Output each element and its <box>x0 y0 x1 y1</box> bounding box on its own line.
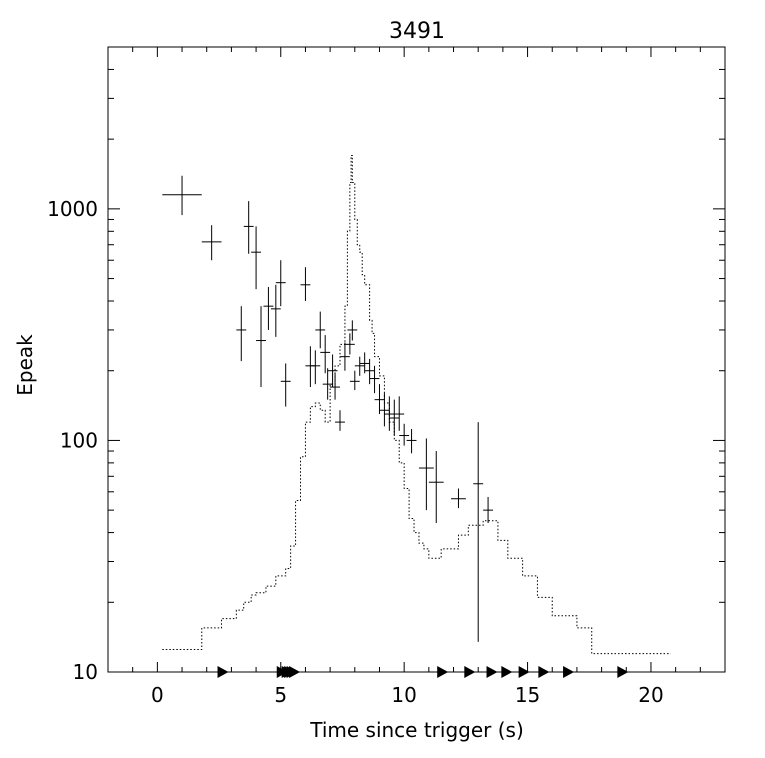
y-axis-ticks: 10 100 1000 <box>47 197 725 684</box>
x-tick-label: 5 <box>274 683 287 707</box>
data-point <box>310 350 321 385</box>
data-point <box>320 335 331 374</box>
data-point <box>300 267 311 302</box>
data-point <box>374 384 385 415</box>
trigger-marker <box>563 666 575 678</box>
x-tick-label: 20 <box>638 683 663 707</box>
data-point <box>330 373 340 400</box>
data-point <box>483 496 494 523</box>
trigger-markers <box>217 666 629 678</box>
data-point <box>322 368 333 400</box>
x-axis-ticks: 0 5 10 15 20 <box>107 47 726 707</box>
data-point <box>354 356 365 376</box>
data-point <box>280 363 291 407</box>
data-point <box>251 226 262 290</box>
light-curve-line <box>162 154 671 655</box>
light-curve-series <box>162 154 671 655</box>
data-point <box>347 320 358 341</box>
data-point <box>236 306 247 362</box>
data-point <box>379 393 390 427</box>
data-point <box>275 260 286 307</box>
data-point <box>359 352 370 374</box>
y-tick-label: 100 <box>60 428 98 452</box>
trigger-marker <box>538 666 550 678</box>
y-tick-label: 10 <box>73 660 98 684</box>
data-point <box>369 365 380 394</box>
data-point <box>364 358 375 385</box>
x-tick-label: 15 <box>515 683 540 707</box>
trigger-marker <box>217 666 229 678</box>
data-point <box>428 451 444 523</box>
data-point <box>315 311 326 349</box>
data-point <box>473 422 484 642</box>
data-point <box>399 423 410 446</box>
y-minor-ticks <box>108 46 725 603</box>
data-point <box>344 333 355 355</box>
x-axis-label: Time since trigger (s) <box>309 718 524 742</box>
data-point <box>327 354 338 388</box>
data-point <box>162 175 202 216</box>
data-point <box>243 201 254 254</box>
trigger-marker <box>617 666 629 678</box>
trigger-marker <box>486 666 498 678</box>
data-point <box>389 399 400 436</box>
y-axis-label: Epeak <box>13 334 37 396</box>
trigger-marker <box>518 666 530 678</box>
data-point <box>349 370 360 391</box>
y-tick-label: 1000 <box>47 197 98 221</box>
trigger-marker <box>437 666 449 678</box>
data-point <box>384 396 395 431</box>
data-point <box>451 488 466 509</box>
plot-frame <box>107 46 726 673</box>
trigger-marker <box>464 666 476 678</box>
x-tick-label: 0 <box>151 683 164 707</box>
data-point <box>263 286 274 330</box>
data-point <box>394 396 405 431</box>
trigger-marker <box>501 666 513 678</box>
data-point <box>406 429 417 454</box>
trigger-marker <box>289 666 301 678</box>
data-point <box>335 410 345 431</box>
data-point <box>339 342 350 371</box>
data-point <box>201 225 222 261</box>
data-point <box>270 284 281 337</box>
data-point <box>418 438 434 511</box>
chart-title: 3491 <box>389 19 445 44</box>
epeak-series <box>162 175 494 642</box>
data-point <box>256 306 266 388</box>
x-tick-label: 10 <box>391 683 416 707</box>
